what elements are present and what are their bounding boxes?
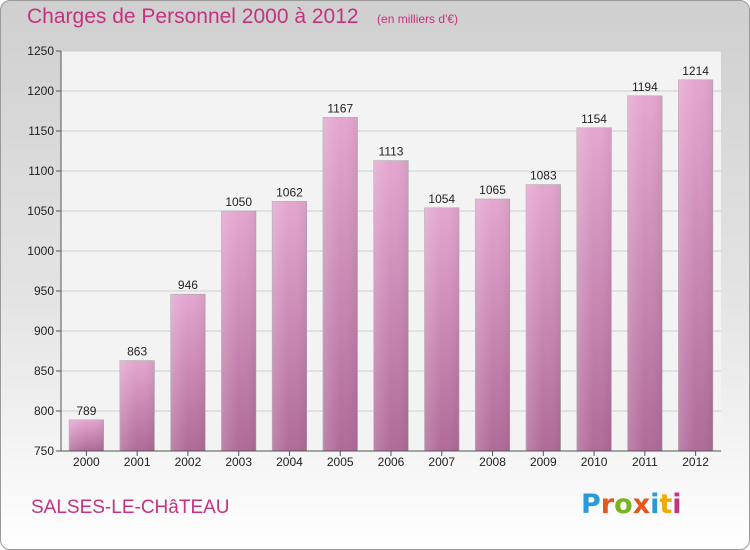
- bar-shine: [272, 201, 307, 451]
- logo-letter: x: [632, 489, 651, 520]
- x-tick-label: 2010: [581, 455, 608, 469]
- value-label: 1154: [581, 112, 607, 126]
- x-tick-label: 2003: [225, 455, 252, 469]
- title-row: Charges de Personnel 2000 à 2012 (en mil…: [27, 5, 458, 29]
- logo-letter: i: [672, 489, 682, 520]
- bar-shine: [475, 199, 510, 451]
- x-tick-label: 2008: [479, 455, 506, 469]
- bar-shine: [119, 360, 155, 451]
- proxiti-logo[interactable]: Proxiti: [581, 489, 682, 520]
- y-tick-label: 1050: [27, 204, 54, 218]
- value-labels: 789 863 946 1050 1062 1167 1113 1054 1065 1083 115…: [76, 64, 709, 418]
- bar-shine: [69, 419, 104, 451]
- value-label: 1065: [479, 183, 506, 197]
- x-tick-label: 2012: [682, 455, 709, 469]
- value-label: 946: [178, 278, 198, 292]
- bar-shine: [373, 160, 409, 451]
- x-tick-label: 2006: [378, 455, 405, 469]
- y-tick-label: 750: [34, 444, 54, 458]
- bar-shine: [424, 207, 460, 451]
- value-label: 1214: [682, 64, 709, 78]
- x-tick-label: 2001: [124, 455, 151, 469]
- value-label: 863: [127, 345, 147, 359]
- x-tick-label: 2004: [276, 455, 303, 469]
- logo-letter: t: [659, 489, 673, 520]
- logo-letter: P: [581, 489, 601, 520]
- y-tick-label: 1250: [27, 44, 54, 58]
- value-label: 1083: [530, 169, 557, 183]
- y-tick-label: 800: [34, 404, 54, 418]
- x-tick-label: 2005: [327, 455, 354, 469]
- value-label: 1062: [276, 185, 303, 199]
- bar-shine: [322, 117, 358, 452]
- commune-name: SALSES-LE-CHâTEAU: [31, 497, 230, 518]
- x-tick-label: 2009: [530, 455, 557, 469]
- bar-shine: [221, 211, 256, 451]
- value-label: 789: [76, 404, 96, 418]
- value-label: 1194: [632, 80, 658, 94]
- logo-letter: r: [600, 489, 615, 520]
- y-tick-label: 1100: [28, 164, 54, 178]
- x-tick-label: 2000: [73, 455, 100, 469]
- chart-subtitle: (en milliers d'€): [377, 12, 459, 26]
- bar-shine: [576, 127, 612, 452]
- logo-letter: o: [614, 489, 633, 520]
- y-tick-label: 900: [34, 324, 54, 338]
- value-label: 1113: [379, 145, 404, 159]
- bar-shine: [627, 95, 663, 452]
- value-label: 1054: [428, 192, 455, 206]
- x-tick-label: 2011: [632, 455, 658, 469]
- chart-title: Charges de Personnel 2000 à 2012: [27, 5, 359, 28]
- value-label: 1167: [327, 101, 353, 115]
- logo-letter: i: [650, 489, 660, 520]
- axes: 750 800 850 900 950 1000 1050 1100 1150 1200 1250 2…: [27, 44, 721, 469]
- y-tick-label: 1200: [27, 84, 54, 98]
- x-tick-label: 2007: [428, 455, 455, 469]
- y-tick-label: 850: [34, 364, 54, 378]
- y-tick-label: 950: [34, 284, 54, 298]
- y-tick-label: 1000: [27, 244, 54, 258]
- bars: [68, 79, 714, 452]
- bar-shine: [526, 184, 561, 451]
- bar-shine: [678, 79, 713, 452]
- bar-shine: [170, 294, 206, 451]
- x-tick-label: 2002: [175, 455, 202, 469]
- value-label: 1050: [225, 195, 252, 209]
- y-tick-label: 1150: [28, 124, 54, 138]
